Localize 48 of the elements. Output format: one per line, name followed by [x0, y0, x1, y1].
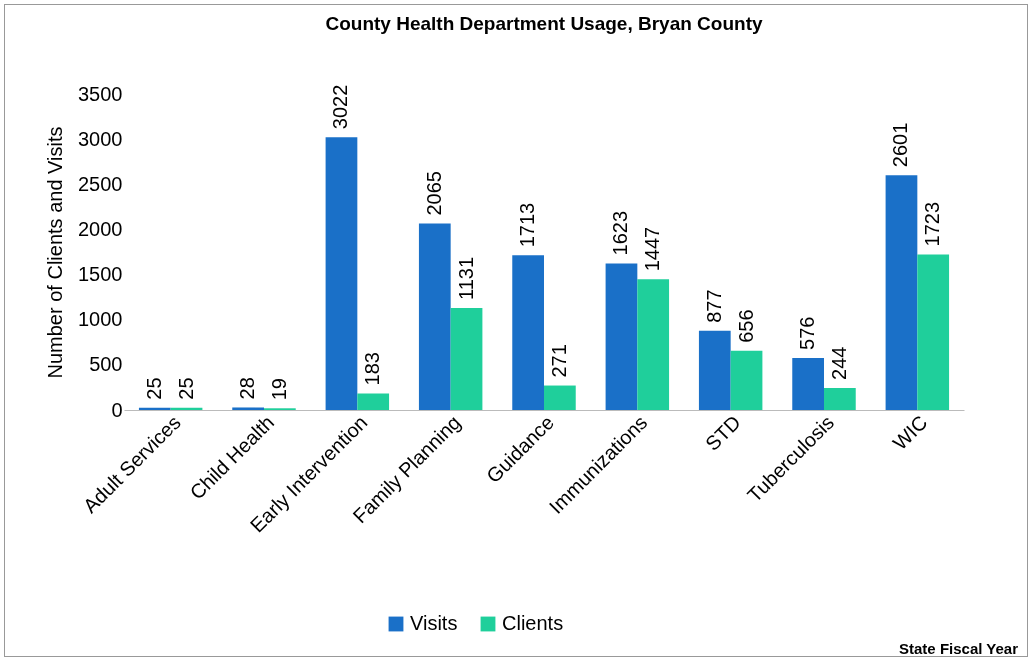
legend-label: Clients	[502, 612, 564, 634]
y-tick-label: 2500	[78, 172, 123, 195]
bar	[544, 385, 576, 410]
bar	[418, 223, 451, 410]
data-label: 2601	[889, 122, 912, 168]
bar	[325, 137, 358, 410]
y-tick-label: 0	[111, 398, 123, 421]
bar	[730, 350, 763, 410]
data-label: 244	[827, 346, 850, 380]
data-label: 576	[796, 316, 819, 350]
data-label: 25	[142, 377, 165, 400]
data-label: 1723	[921, 201, 944, 247]
y-tick-label: 3500	[78, 82, 123, 105]
data-label: 3022	[329, 84, 352, 130]
y-tick-label: 3000	[78, 127, 123, 150]
y-tick-label: 500	[89, 353, 123, 376]
x-tick-label: STD	[700, 411, 745, 455]
bar	[824, 387, 856, 410]
data-label: 28	[236, 377, 259, 400]
data-label: 2065	[422, 171, 445, 216]
bar	[917, 254, 950, 410]
data-label: 19	[267, 378, 290, 401]
text: State Fiscal Year	[899, 640, 1018, 657]
bar	[605, 263, 638, 410]
y-tick-label: 2000	[78, 217, 123, 240]
bar	[792, 358, 824, 410]
legend-label: Visits	[410, 612, 458, 634]
bar	[357, 393, 390, 410]
data-label: 1447	[641, 226, 664, 272]
data-label: 656	[734, 309, 757, 343]
bar	[512, 255, 544, 410]
bar	[698, 330, 731, 410]
y-tick-label: 1000	[78, 308, 123, 331]
y-tick-label: 1500	[78, 263, 123, 286]
bar	[637, 279, 670, 410]
data-label: 877	[702, 289, 725, 323]
bar	[232, 407, 264, 410]
y-axis-title: Number of Clients and Visits	[44, 126, 67, 379]
data-label: 25	[174, 377, 197, 400]
data-label: 1131	[454, 256, 477, 300]
chart-title: County Health Department Usage, Bryan County	[325, 13, 763, 34]
data-label: 1623	[609, 210, 632, 256]
x-tick-label: WIC	[888, 411, 932, 455]
data-label: 271	[547, 344, 570, 378]
bar	[885, 175, 918, 410]
bar	[450, 307, 483, 410]
data-label: 1713	[516, 202, 539, 248]
data-label: 183	[361, 352, 384, 386]
